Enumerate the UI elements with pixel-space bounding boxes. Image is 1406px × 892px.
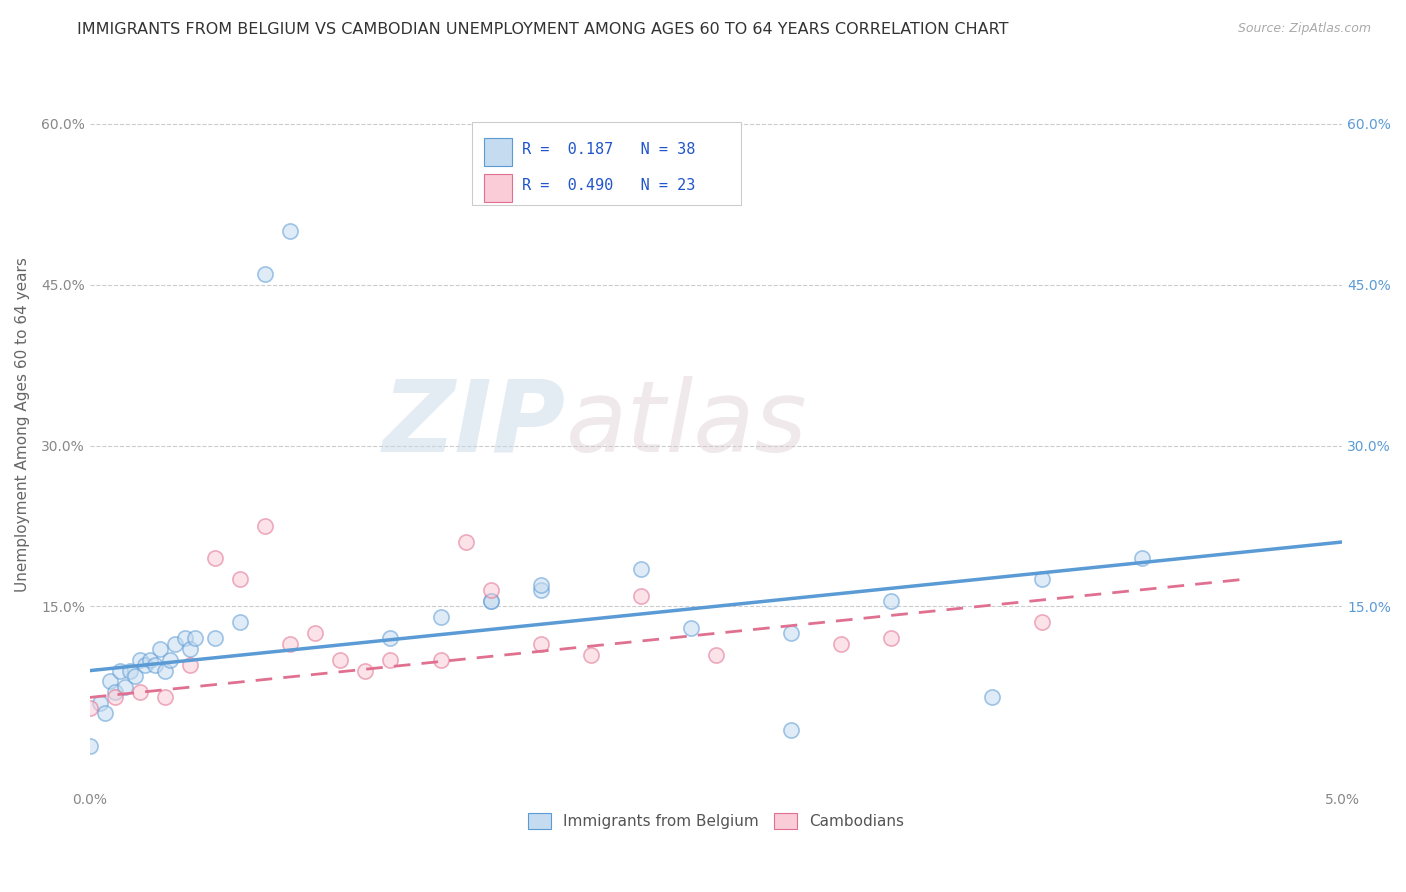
- Point: [139, 653, 162, 667]
- Point: [204, 551, 226, 566]
- Point: [129, 685, 152, 699]
- Point: [304, 626, 326, 640]
- FancyBboxPatch shape: [472, 121, 741, 205]
- Point: [229, 573, 252, 587]
- Point: [94, 706, 117, 721]
- Point: [179, 642, 201, 657]
- Legend: Immigrants from Belgium, Cambodians: Immigrants from Belgium, Cambodians: [522, 807, 910, 836]
- Text: ZIP: ZIP: [382, 376, 565, 473]
- Point: [780, 723, 803, 737]
- Point: [329, 653, 352, 667]
- Point: [98, 674, 121, 689]
- Point: [830, 637, 852, 651]
- Point: [880, 594, 903, 608]
- Point: [179, 658, 201, 673]
- Text: R =  0.187   N = 38: R = 0.187 N = 38: [522, 142, 696, 157]
- Point: [380, 632, 402, 646]
- Point: [89, 696, 111, 710]
- Point: [530, 578, 553, 592]
- Point: [104, 690, 127, 705]
- Point: [153, 690, 176, 705]
- Point: [980, 690, 1002, 705]
- Point: [530, 583, 553, 598]
- Point: [530, 637, 553, 651]
- Point: [184, 632, 207, 646]
- Point: [429, 653, 451, 667]
- Point: [254, 267, 277, 281]
- Text: atlas: atlas: [565, 376, 807, 473]
- Point: [630, 562, 652, 576]
- Point: [1031, 615, 1053, 630]
- Point: [108, 664, 131, 678]
- Point: [278, 224, 301, 238]
- Point: [454, 535, 477, 549]
- Text: IMMIGRANTS FROM BELGIUM VS CAMBODIAN UNEMPLOYMENT AMONG AGES 60 TO 64 YEARS CORR: IMMIGRANTS FROM BELGIUM VS CAMBODIAN UNE…: [77, 22, 1010, 37]
- Point: [79, 701, 101, 715]
- Point: [159, 653, 181, 667]
- Point: [1031, 573, 1053, 587]
- Point: [153, 664, 176, 678]
- Point: [479, 594, 502, 608]
- Point: [118, 664, 141, 678]
- Point: [129, 653, 152, 667]
- Point: [354, 664, 377, 678]
- Point: [679, 621, 702, 635]
- Point: [104, 685, 127, 699]
- Point: [254, 519, 277, 533]
- Y-axis label: Unemployment Among Ages 60 to 64 years: Unemployment Among Ages 60 to 64 years: [15, 257, 30, 591]
- Point: [149, 642, 172, 657]
- Point: [780, 626, 803, 640]
- FancyBboxPatch shape: [484, 174, 512, 202]
- Text: R =  0.490   N = 23: R = 0.490 N = 23: [522, 178, 696, 194]
- Point: [479, 583, 502, 598]
- FancyBboxPatch shape: [484, 137, 512, 166]
- Point: [630, 589, 652, 603]
- Point: [1130, 551, 1153, 566]
- Point: [134, 658, 156, 673]
- Point: [124, 669, 146, 683]
- Point: [380, 653, 402, 667]
- Point: [278, 637, 301, 651]
- Point: [163, 637, 186, 651]
- Text: Source: ZipAtlas.com: Source: ZipAtlas.com: [1237, 22, 1371, 36]
- Point: [79, 739, 101, 753]
- Point: [579, 648, 602, 662]
- Point: [704, 648, 727, 662]
- Point: [880, 632, 903, 646]
- Point: [229, 615, 252, 630]
- Point: [114, 680, 136, 694]
- Point: [143, 658, 166, 673]
- Point: [174, 632, 197, 646]
- Point: [429, 610, 451, 624]
- Point: [204, 632, 226, 646]
- Point: [479, 594, 502, 608]
